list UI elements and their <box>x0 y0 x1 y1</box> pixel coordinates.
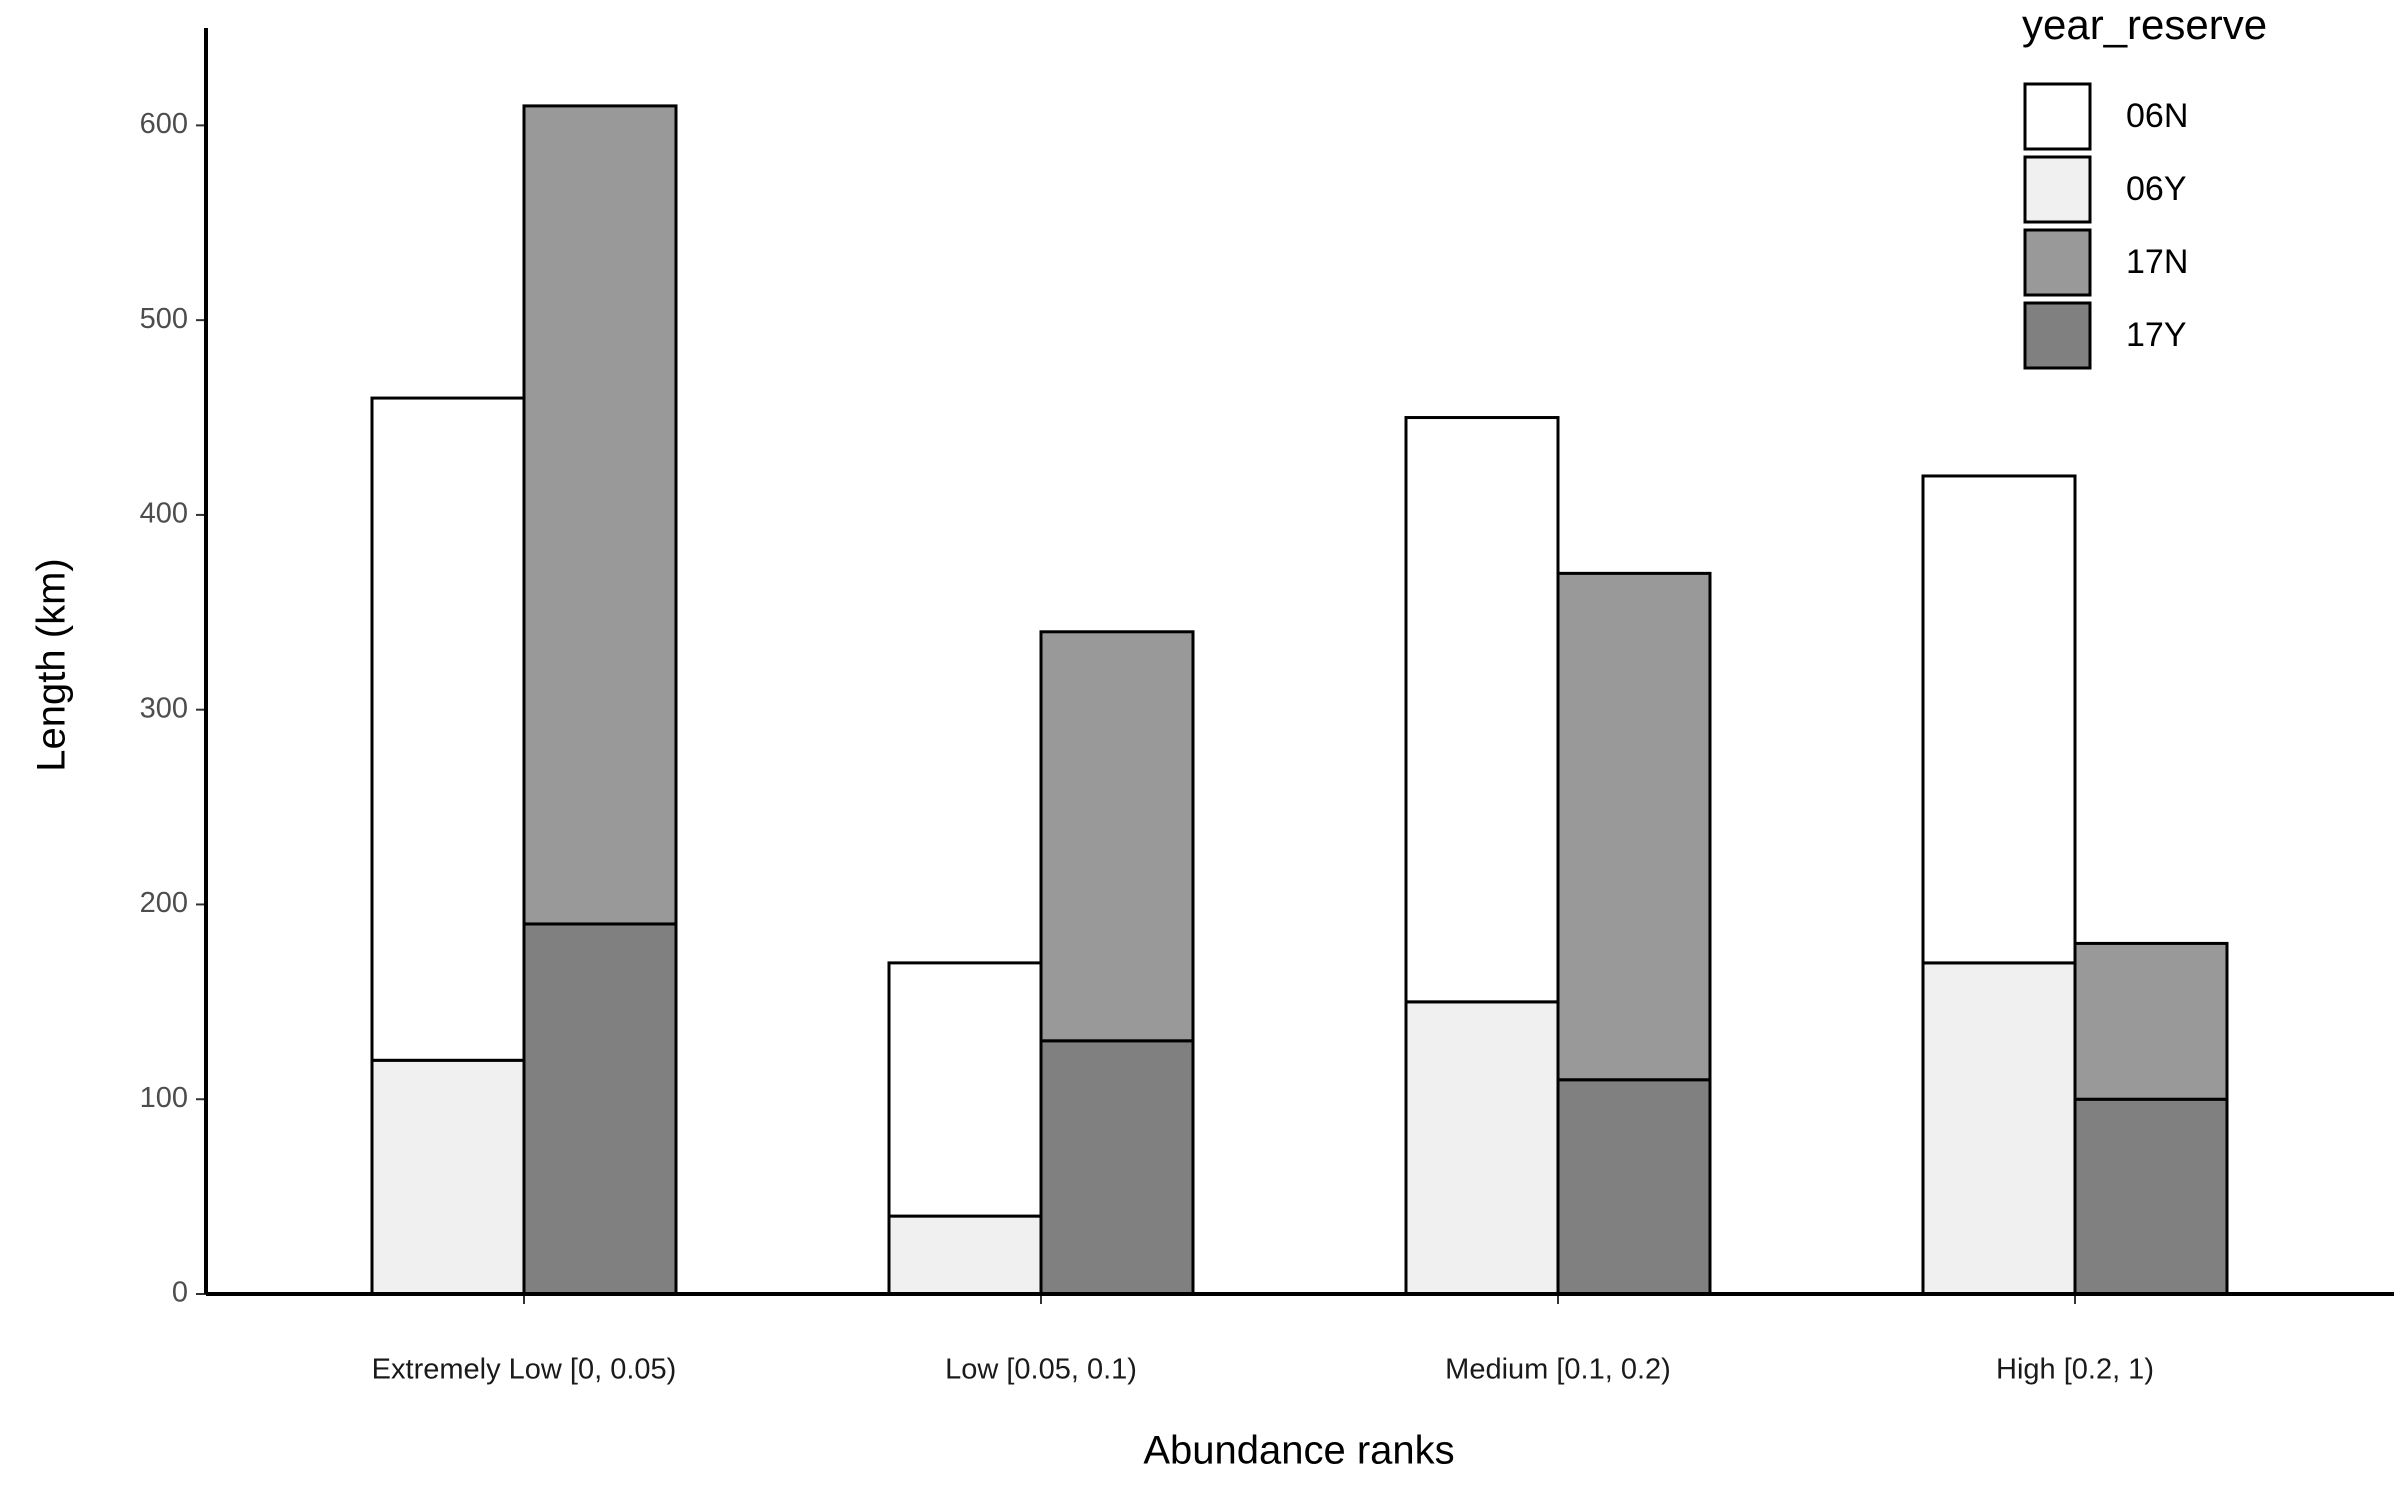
x-tick-label: Extremely Low [0, 0.05) <box>372 1354 677 1386</box>
y-tick-label: 200 <box>140 887 188 919</box>
bar-segment <box>522 922 678 1296</box>
y-tick-label: 400 <box>140 498 188 530</box>
bar-segment <box>2073 941 2229 1101</box>
bar-segment <box>1404 1000 1560 1296</box>
x-tick-label: High [0.2, 1) <box>1996 1354 2154 1386</box>
bar-segment <box>1404 416 1560 1004</box>
legend-label: 06N <box>2126 97 2188 135</box>
x-axis-title: Abundance ranks <box>1143 1429 1454 1473</box>
y-tick-label: 0 <box>172 1277 188 1309</box>
legend-label: 17N <box>2126 243 2188 281</box>
bar-segment <box>887 961 1043 1218</box>
bar-segment <box>370 396 526 1062</box>
bar-segment <box>370 1058 526 1296</box>
bar-segment <box>1039 630 1195 1043</box>
y-tick-label: 500 <box>140 303 188 335</box>
bar-segment <box>1039 1039 1195 1296</box>
x-tick-label: Low [0.05, 0.1) <box>945 1354 1137 1386</box>
bar-segment <box>522 104 678 926</box>
y-tick-label: 600 <box>140 108 188 140</box>
legend-key <box>2023 155 2092 224</box>
bar-segment <box>2073 1097 2229 1296</box>
legend-key <box>2023 228 2092 297</box>
y-axis-title: Length (km) <box>30 558 74 771</box>
bar-segment <box>1556 571 1712 1082</box>
y-tick-label: 300 <box>140 692 188 724</box>
y-tick-label: 100 <box>140 1082 188 1114</box>
bar-segment <box>1921 474 2077 965</box>
legend-key <box>2023 82 2092 151</box>
legend-title: year_reserve <box>2022 1 2267 48</box>
x-tick-label: Medium [0.1, 0.2) <box>1445 1354 1671 1386</box>
bar-segment <box>1921 961 2077 1296</box>
bar-segment <box>1556 1078 1712 1296</box>
bar-segment <box>887 1214 1043 1296</box>
legend-key <box>2023 301 2092 370</box>
legend-label: 06Y <box>2126 170 2187 208</box>
legend-label: 17Y <box>2126 316 2187 354</box>
